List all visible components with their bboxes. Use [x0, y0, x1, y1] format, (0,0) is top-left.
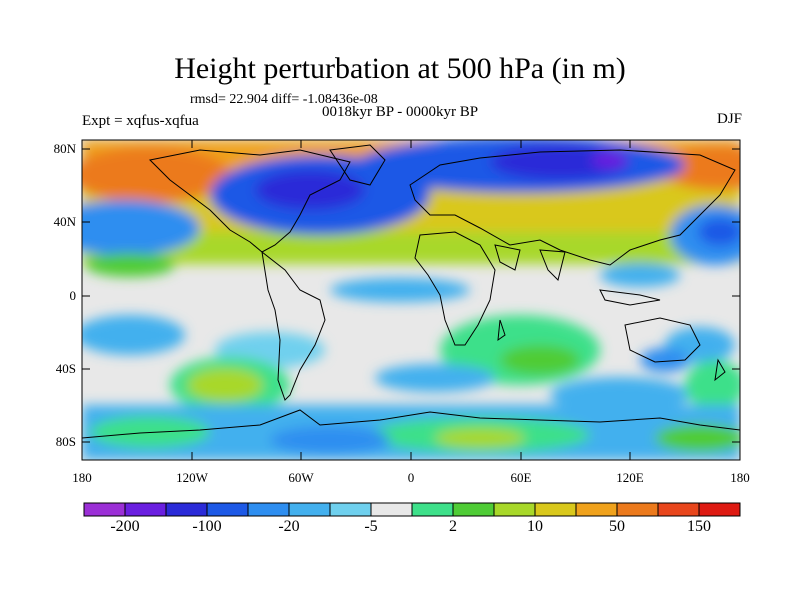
lon-label: 120W — [162, 470, 222, 486]
colorbar-box — [453, 503, 494, 516]
colorbar-label: -5 — [341, 518, 401, 536]
colorbar-box — [84, 503, 125, 516]
height-field — [50, 137, 780, 460]
colorbar-box — [699, 503, 740, 516]
lat-label: 0 — [44, 288, 76, 304]
colorbar-box — [289, 503, 330, 516]
colorbar-box — [617, 503, 658, 516]
colorbar-box — [658, 503, 699, 516]
colorbar-label: 50 — [587, 518, 647, 536]
colorbar-box — [207, 503, 248, 516]
colorbar — [84, 503, 740, 516]
colorbar-box — [494, 503, 535, 516]
colorbar-box — [535, 503, 576, 516]
colorbar-box — [330, 503, 371, 516]
lat-label: 80N — [44, 141, 76, 157]
colorbar-box — [248, 503, 289, 516]
lon-label: 120E — [600, 470, 660, 486]
colorbar-label: 2 — [423, 518, 483, 536]
colorbar-box — [125, 503, 166, 516]
lon-label: 180 — [710, 470, 770, 486]
lon-label: 180 — [52, 470, 112, 486]
colorbar-label: 10 — [505, 518, 565, 536]
colorbar-box — [166, 503, 207, 516]
colorbar-label: 150 — [669, 518, 729, 536]
lat-label: 40N — [44, 214, 76, 230]
colorbar-label: -100 — [177, 518, 237, 536]
lon-label: 60E — [491, 470, 551, 486]
colorbar-label: -20 — [259, 518, 319, 536]
colorbar-box — [576, 503, 617, 516]
colorbar-label: -200 — [95, 518, 155, 536]
lon-label: 0 — [381, 470, 441, 486]
map-figure — [0, 0, 800, 600]
lat-label: 40S — [44, 361, 76, 377]
colorbar-box — [412, 503, 453, 516]
lat-label: 80S — [44, 434, 76, 450]
colorbar-box — [371, 503, 412, 516]
lon-label: 60W — [271, 470, 331, 486]
